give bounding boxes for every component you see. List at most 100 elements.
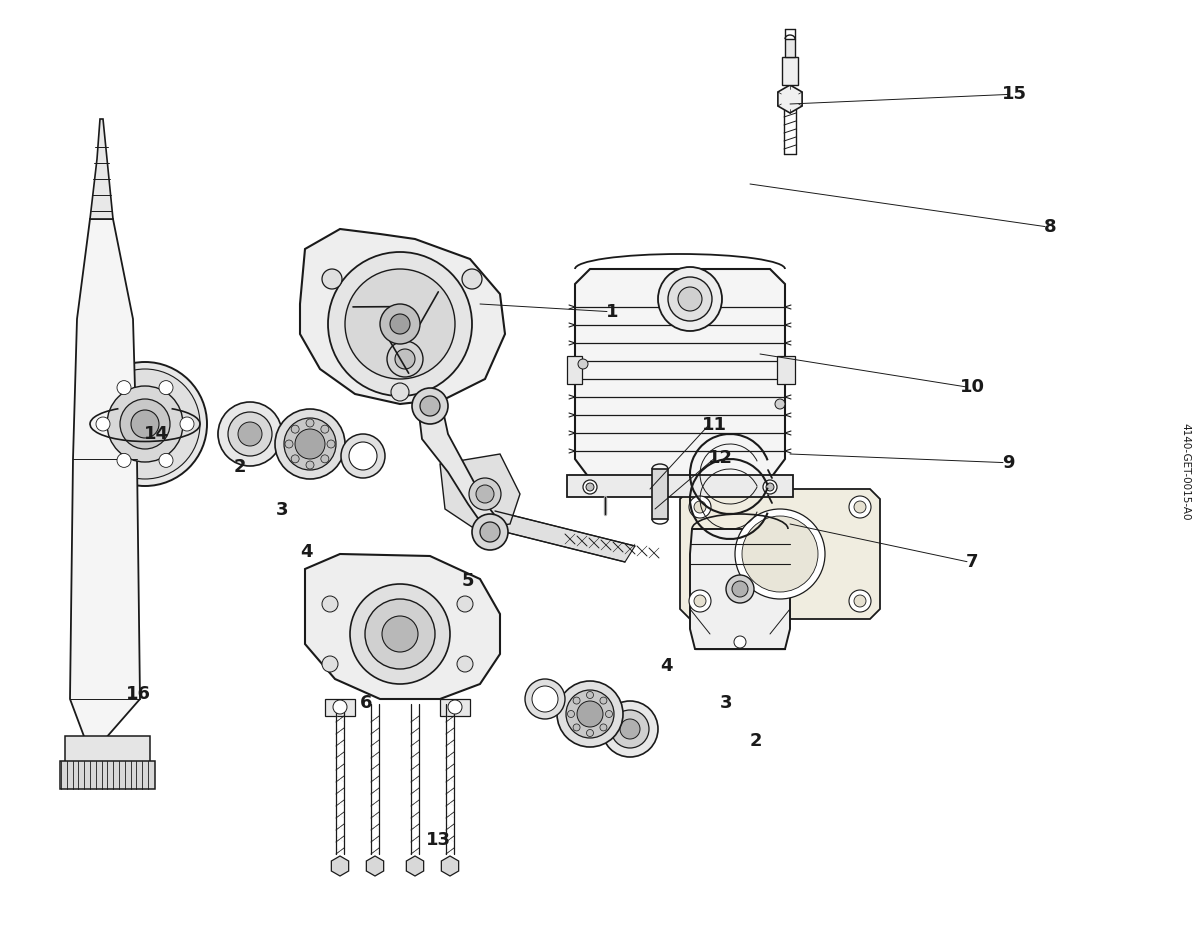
Polygon shape [690,529,790,649]
Circle shape [382,616,418,652]
Circle shape [694,501,706,513]
Circle shape [578,359,588,369]
Circle shape [587,730,594,736]
Circle shape [322,656,338,672]
Circle shape [462,269,482,289]
Bar [778,356,796,384]
Circle shape [238,422,262,446]
Text: 3: 3 [276,500,288,519]
Circle shape [457,656,473,672]
Circle shape [734,509,826,599]
Circle shape [476,485,494,503]
Circle shape [726,575,754,603]
Text: 1: 1 [606,302,618,321]
Text: 4: 4 [660,656,672,675]
Circle shape [587,692,594,699]
Text: 15: 15 [1002,85,1026,104]
Polygon shape [440,454,520,529]
Circle shape [480,522,500,542]
Ellipse shape [218,414,282,454]
Polygon shape [575,269,785,479]
Circle shape [386,341,424,377]
Polygon shape [331,856,349,876]
Circle shape [83,362,208,486]
Polygon shape [305,554,500,699]
Circle shape [850,590,871,612]
Circle shape [218,402,282,466]
Circle shape [734,636,746,648]
Polygon shape [418,406,505,544]
Circle shape [577,701,604,727]
Circle shape [678,287,702,311]
Circle shape [306,419,314,427]
Bar [65,736,150,764]
Circle shape [295,429,325,459]
Circle shape [116,453,131,467]
Circle shape [228,412,272,456]
Circle shape [600,697,607,704]
Bar [568,356,582,384]
Circle shape [557,681,623,747]
Circle shape [583,480,598,494]
Circle shape [390,314,410,334]
Circle shape [694,595,706,607]
Circle shape [689,590,710,612]
Circle shape [334,700,347,714]
Circle shape [526,679,565,719]
Circle shape [120,399,170,449]
Polygon shape [300,229,505,404]
Bar [782,57,798,85]
Text: 2: 2 [234,458,246,477]
Circle shape [658,267,722,331]
Text: 8: 8 [1044,217,1056,236]
Text: 9: 9 [1002,453,1014,472]
Circle shape [349,442,377,470]
Circle shape [742,516,818,592]
Polygon shape [325,699,355,716]
Circle shape [732,581,748,597]
Circle shape [158,453,173,467]
Text: 5: 5 [462,571,474,590]
Circle shape [395,349,415,369]
Circle shape [457,596,473,612]
Circle shape [292,455,299,463]
Text: 10: 10 [960,378,984,396]
Circle shape [532,686,558,712]
Circle shape [412,388,448,424]
Circle shape [566,690,614,738]
Circle shape [328,252,472,396]
Circle shape [322,269,342,289]
Circle shape [158,380,173,395]
Text: 2: 2 [750,732,762,750]
Circle shape [602,701,658,757]
Circle shape [854,501,866,513]
Polygon shape [442,856,458,876]
Circle shape [574,724,580,731]
Text: 4: 4 [300,543,312,562]
Circle shape [420,396,440,416]
Circle shape [766,483,774,491]
Circle shape [620,719,640,739]
Circle shape [350,584,450,684]
Polygon shape [70,219,140,739]
Circle shape [469,478,502,510]
Circle shape [763,480,778,494]
Circle shape [320,455,329,463]
Polygon shape [778,85,802,113]
Polygon shape [407,856,424,876]
Polygon shape [652,469,668,519]
Circle shape [574,697,580,704]
Polygon shape [680,489,880,619]
Circle shape [284,418,336,470]
Circle shape [180,417,194,431]
Circle shape [668,277,712,321]
Text: 6: 6 [360,694,372,713]
Polygon shape [90,119,113,219]
Circle shape [306,461,314,469]
Bar [60,761,155,789]
Circle shape [322,596,338,612]
Polygon shape [485,511,635,562]
Text: 3: 3 [720,694,732,713]
Polygon shape [366,856,384,876]
Circle shape [775,399,785,409]
